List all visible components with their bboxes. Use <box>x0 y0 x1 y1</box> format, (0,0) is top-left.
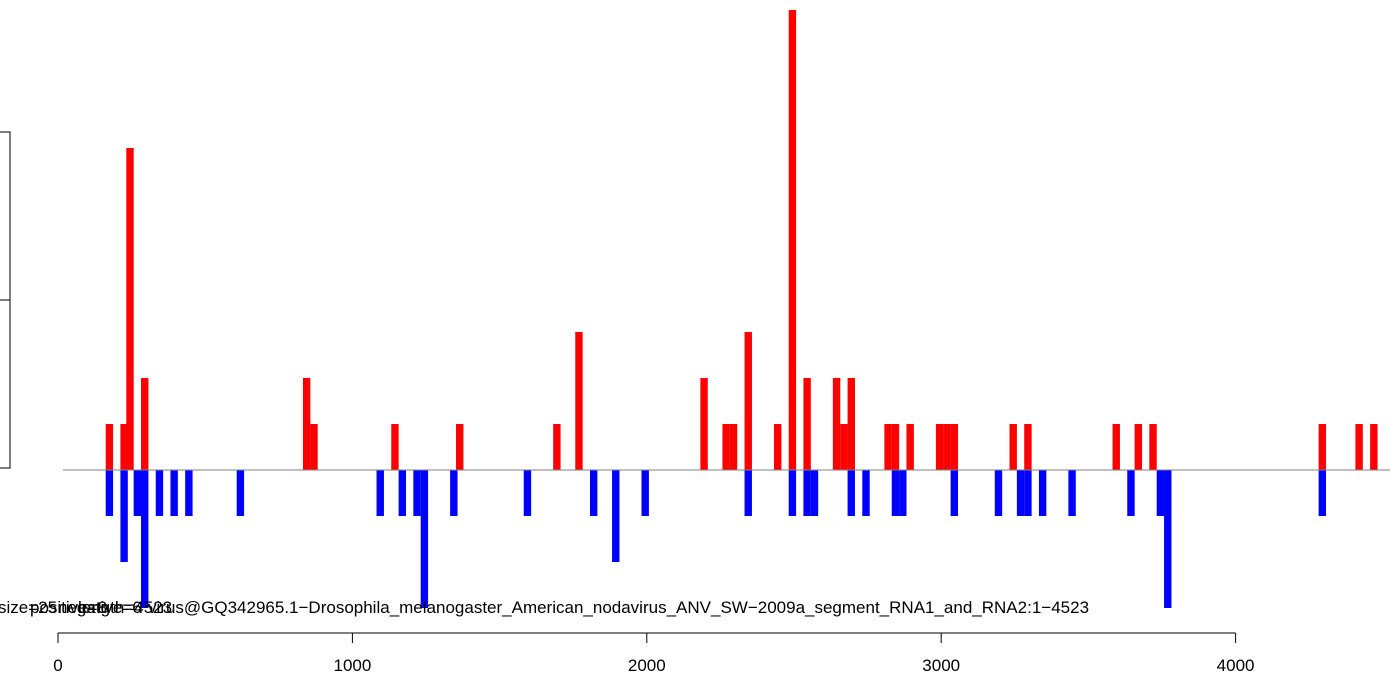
positive-bar <box>729 424 738 470</box>
negative-bar <box>1318 470 1327 516</box>
positive-bar <box>391 424 399 470</box>
positive-bar <box>773 424 782 470</box>
positive-bar <box>847 378 855 470</box>
positive-count-label: positive=8 <box>30 598 107 617</box>
length-label: length=4523 <box>78 598 172 617</box>
positive-bar <box>1318 424 1327 470</box>
negative-bar <box>1127 470 1135 516</box>
negative-bar <box>1068 470 1076 516</box>
positive-bar <box>788 10 797 470</box>
positive-bar <box>105 424 114 470</box>
negative-bar <box>950 470 959 516</box>
negative-bar <box>994 470 1003 516</box>
negative-bar <box>1038 470 1047 516</box>
positive-bar <box>891 424 900 470</box>
positive-bar <box>1355 424 1363 470</box>
negative-count-label: negative=6 <box>58 598 142 617</box>
negative-bar <box>185 470 193 516</box>
positive-bar <box>310 424 318 470</box>
positive-bar <box>840 424 848 470</box>
positive-bar <box>553 424 561 470</box>
bars-group <box>105 10 1378 608</box>
positive-bar <box>575 332 583 470</box>
positive-bar <box>700 378 708 470</box>
negative-bar <box>450 470 458 516</box>
negative-bar <box>155 470 164 516</box>
positive-bar <box>141 378 149 470</box>
positive-bar <box>456 424 464 470</box>
negative-bar <box>891 470 900 516</box>
negative-bar <box>236 470 245 516</box>
x-axis: 0 1000 2000 3000 4000 <box>53 632 1255 675</box>
negative-bar <box>170 470 178 516</box>
negative-bar <box>133 470 142 516</box>
negative-bar <box>413 470 421 516</box>
positive-bar <box>1149 424 1157 470</box>
positive-bar <box>950 424 959 470</box>
positive-bar <box>1370 424 1378 470</box>
positive-bar <box>126 148 134 470</box>
negative-bar <box>810 470 819 516</box>
x-tick-label: 0 <box>53 656 62 675</box>
negative-bar <box>862 470 870 516</box>
positive-bar <box>744 332 752 470</box>
negative-bar <box>1156 470 1165 516</box>
negative-bar <box>398 470 407 516</box>
positive-bar <box>832 378 841 470</box>
negative-bar <box>120 470 128 562</box>
positive-bar <box>943 424 951 470</box>
negative-bar <box>612 470 620 562</box>
negative-bar <box>1024 470 1032 516</box>
positive-bar <box>906 424 914 470</box>
x-tick-label: 3000 <box>922 656 960 675</box>
x-tick-label: 4000 <box>1217 656 1255 675</box>
negative-bar <box>1016 470 1025 516</box>
negative-bar <box>641 470 649 516</box>
negative-bar <box>105 470 114 516</box>
negative-bar <box>420 470 429 608</box>
x-tick-label: 2000 <box>628 656 666 675</box>
size-label: size=25 <box>0 598 57 617</box>
positive-bar <box>1134 424 1143 470</box>
negative-bar <box>376 470 384 516</box>
negative-bar <box>523 470 532 516</box>
negative-bar <box>803 470 811 516</box>
positive-bar <box>302 378 311 470</box>
negative-bar <box>141 470 149 608</box>
negative-bar <box>788 470 797 516</box>
positive-bar <box>884 424 892 470</box>
positive-bar <box>1009 424 1017 470</box>
positive-bar <box>1024 424 1032 470</box>
virus-name-label: virus@GQ342965.1−Drosophila_melanogaster… <box>148 598 1089 617</box>
positive-bar <box>722 424 730 470</box>
x-tick-label: 1000 <box>333 656 371 675</box>
positive-bar <box>120 424 128 470</box>
negative-bar <box>1164 470 1172 608</box>
negative-bar <box>899 470 907 516</box>
positive-bar <box>935 424 944 470</box>
negative-bar <box>847 470 855 516</box>
negative-bar <box>589 470 598 516</box>
positive-bar <box>803 378 811 470</box>
negative-bar <box>744 470 752 516</box>
positive-bar <box>1112 424 1120 470</box>
